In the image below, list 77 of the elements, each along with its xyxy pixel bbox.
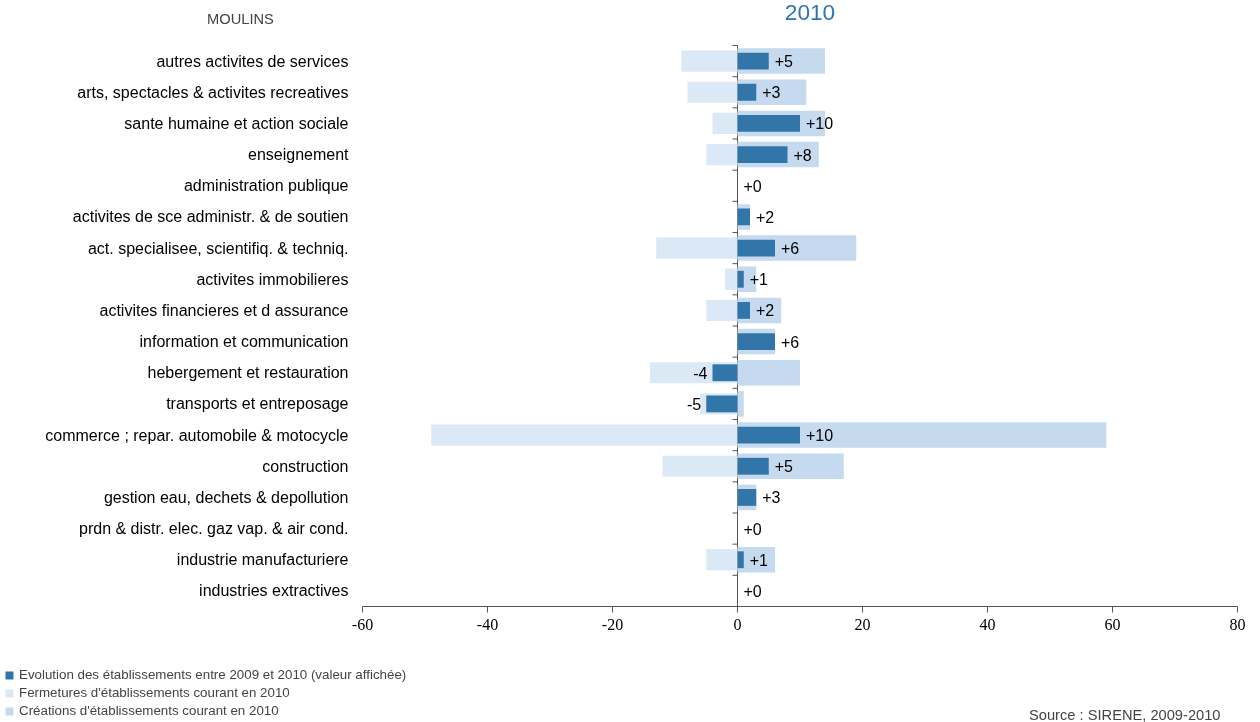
y-tick-label: arts, spectacles & activites recreatives bbox=[77, 83, 349, 101]
x-tick-label: 0 bbox=[733, 615, 742, 633]
y-tick-label: transports et entreposage bbox=[166, 395, 349, 413]
x-tick-label: -60 bbox=[351, 615, 374, 633]
chart-title: 2010 bbox=[784, 0, 836, 25]
data-label: -5 bbox=[687, 395, 702, 413]
bar bbox=[737, 359, 800, 386]
y-tick-label: activites immobilieres bbox=[196, 270, 349, 288]
data-label: +3 bbox=[762, 489, 781, 507]
bar bbox=[737, 270, 744, 288]
bar bbox=[656, 237, 738, 259]
data-label: +8 bbox=[793, 146, 812, 164]
x-tick-label: 40 bbox=[979, 615, 996, 633]
data-label: +1 bbox=[749, 551, 769, 569]
legend-label: Evolution des établissements entre 2009 et 2010 (valeur affichée) bbox=[19, 667, 407, 682]
data-label: +10 bbox=[806, 115, 834, 133]
data-label: +0 bbox=[743, 582, 762, 600]
bar bbox=[737, 391, 744, 417]
text: MOULINS bbox=[207, 10, 275, 27]
bar bbox=[725, 268, 738, 290]
bar bbox=[737, 302, 750, 319]
y-tick-label: construction bbox=[262, 457, 349, 475]
y-tick-label: information et communication bbox=[139, 333, 349, 351]
y-tick-label: activites de sce administr. & de soutien bbox=[72, 208, 349, 226]
data-label: +2 bbox=[756, 302, 775, 320]
y-tick-label: autres activites de services bbox=[156, 52, 349, 70]
bar bbox=[737, 333, 775, 350]
x-tick-label: 80 bbox=[1229, 615, 1246, 633]
bar bbox=[681, 50, 738, 72]
y-tick-label: gestion eau, dechets & depollution bbox=[103, 488, 349, 506]
bar bbox=[737, 551, 744, 569]
bar bbox=[737, 489, 757, 506]
data-label: +6 bbox=[781, 240, 800, 258]
bar bbox=[737, 115, 800, 132]
bar bbox=[737, 239, 775, 257]
bar bbox=[712, 364, 738, 382]
bar bbox=[706, 299, 738, 322]
x-tick-label: -40 bbox=[476, 615, 499, 633]
data-label: +10 bbox=[806, 427, 834, 445]
bar bbox=[737, 208, 750, 226]
legend-label: Créations d'établissements courant en 2010 bbox=[19, 703, 279, 718]
x-tick-label: 60 bbox=[1104, 615, 1121, 633]
data-label: +1 bbox=[749, 271, 769, 289]
bar bbox=[737, 426, 800, 444]
bar bbox=[662, 455, 738, 477]
source-note: Source : SIRENE, 2009-2010 bbox=[1029, 706, 1221, 722]
data-label: -4 bbox=[693, 364, 708, 382]
y-tick-label: industries extractives bbox=[199, 582, 349, 600]
bar bbox=[737, 83, 757, 101]
data-label: +6 bbox=[781, 333, 800, 351]
data-label: +5 bbox=[774, 53, 794, 71]
data-label: +0 bbox=[743, 177, 762, 195]
bar bbox=[712, 112, 738, 135]
x-tick-label: 20 bbox=[854, 615, 871, 633]
bar bbox=[687, 81, 738, 103]
bar bbox=[737, 457, 769, 475]
bar bbox=[431, 424, 738, 446]
y-tick-label: act. specialisee, scientifiq. & techniq. bbox=[87, 239, 349, 257]
y-tick-label: prdn & distr. elec. gaz vap. & air cond. bbox=[79, 520, 349, 538]
y-tick-label: industrie manufacturiere bbox=[176, 551, 349, 569]
y-tick-label: hebergement et restauration bbox=[147, 364, 349, 382]
data-label: +2 bbox=[756, 208, 775, 226]
y-tick-label: enseignement bbox=[247, 146, 350, 164]
bar bbox=[706, 143, 738, 166]
y-tick-label: administration publique bbox=[183, 177, 349, 195]
y-tick-label: sante humaine et action sociale bbox=[124, 114, 349, 132]
legend-label: Fermetures d'établissements courant en 2010 bbox=[19, 685, 290, 700]
bar bbox=[706, 395, 738, 413]
data-label: +5 bbox=[774, 458, 794, 476]
bar bbox=[706, 549, 738, 571]
y-tick-label: commerce ; repar. automobile & motocycle bbox=[45, 426, 349, 444]
y-tick-label: activites financieres et d assurance bbox=[99, 301, 349, 319]
data-label: +0 bbox=[743, 520, 762, 538]
bar bbox=[737, 146, 788, 163]
bar bbox=[737, 52, 769, 70]
x-tick-label: -20 bbox=[601, 615, 624, 633]
data-label: +3 bbox=[762, 84, 781, 102]
